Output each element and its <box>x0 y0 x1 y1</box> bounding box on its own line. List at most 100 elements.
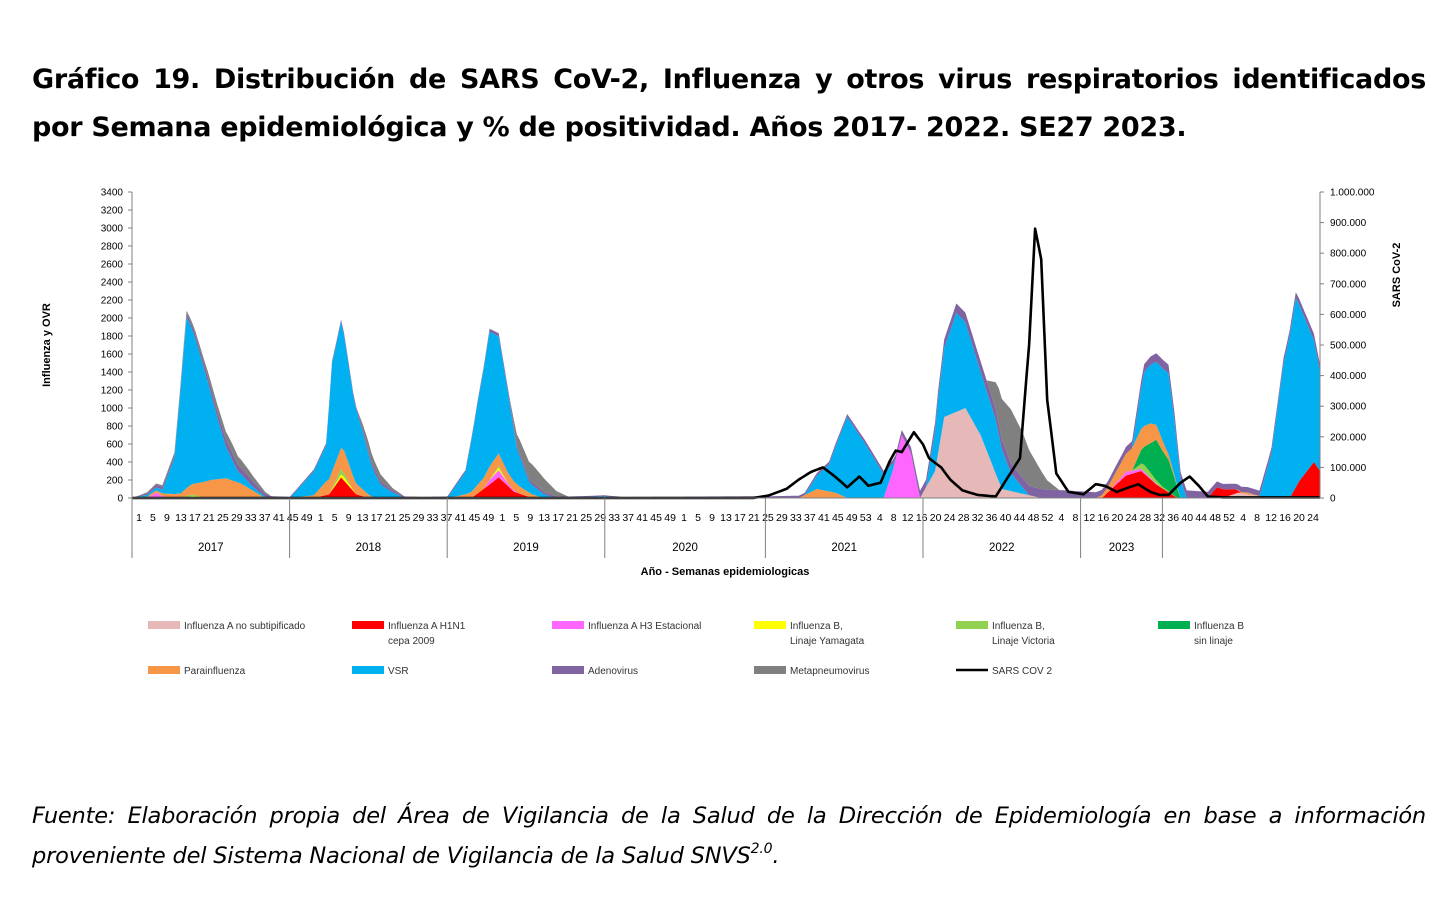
y-tick-label-right: 400.000 <box>1330 371 1367 382</box>
legend-swatch <box>552 666 584 674</box>
y-tick-label-left: 1800 <box>101 332 124 343</box>
x-week-label: 29 <box>594 512 606 524</box>
y-tick-label-left: 800 <box>106 422 123 433</box>
y-tick-label-left: 1600 <box>101 350 124 361</box>
legend-label: Linaje Victoria <box>992 636 1055 647</box>
y-tick-label-left: 3400 <box>101 188 124 199</box>
x-week-label: 1 <box>136 512 142 524</box>
x-week-label: 37 <box>259 512 271 524</box>
y-tick-label-left: 2200 <box>101 296 124 307</box>
chart-title: Gráfico 19. Distribución de SARS CoV-2, … <box>32 64 1426 143</box>
x-week-label: 16 <box>916 512 928 524</box>
legend-swatch <box>352 666 384 674</box>
x-week-label: 53 <box>860 512 872 524</box>
legend-label: Parainfluenza <box>184 666 246 677</box>
x-week-label: 17 <box>734 512 746 524</box>
y-tick-label-right: 300.000 <box>1330 402 1367 413</box>
x-week-label: 49 <box>664 512 676 524</box>
legend-swatch <box>1158 621 1190 629</box>
x-week-label: 48 <box>1209 512 1221 524</box>
y-tick-label-right: 1.000.000 <box>1330 188 1375 199</box>
stacked-areas <box>132 292 1320 498</box>
area-metapneumovirus <box>132 292 1320 498</box>
x-week-label: 20 <box>1111 512 1123 524</box>
x-year-label: 2023 <box>1109 542 1135 554</box>
x-week-label: 45 <box>287 512 299 524</box>
source-note: Fuente: Elaboración propia del Área de V… <box>32 796 1426 876</box>
y-tick-label-left: 1000 <box>101 404 124 415</box>
x-week-label: 12 <box>902 512 914 524</box>
legend-label: SARS COV 2 <box>992 666 1052 677</box>
legend-swatch <box>754 666 786 674</box>
x-axis-label: Año - Semanas epidemiologicas <box>641 566 810 578</box>
y-tick-label-right: 800.000 <box>1330 249 1367 260</box>
x-week-label: 36 <box>1167 512 1179 524</box>
x-week-label: 37 <box>622 512 634 524</box>
x-week-label: 21 <box>748 512 760 524</box>
x-year-label: 2017 <box>198 542 224 554</box>
x-week-label: 28 <box>1139 512 1151 524</box>
x-week-label: 20 <box>1293 512 1305 524</box>
y-tick-label-right: 0 <box>1330 494 1336 505</box>
legend-swatch <box>754 621 786 629</box>
x-week-label: 21 <box>385 512 397 524</box>
x-week-label: 9 <box>527 512 533 524</box>
x-week-label: 49 <box>846 512 858 524</box>
x-week-label: 13 <box>538 512 550 524</box>
x-week-label: 41 <box>818 512 830 524</box>
x-week-label: 5 <box>150 512 156 524</box>
x-week-label: 33 <box>245 512 257 524</box>
y-tick-label-right: 200.000 <box>1330 432 1367 443</box>
x-week-label: 24 <box>944 512 956 524</box>
x-week-label: 40 <box>1000 512 1012 524</box>
y-tick-label-left: 1200 <box>101 386 124 397</box>
x-year-label: 2019 <box>513 542 539 554</box>
legend-label: Influenza B, <box>992 621 1045 632</box>
x-week-label: 52 <box>1042 512 1054 524</box>
x-week-label: 33 <box>427 512 439 524</box>
x-week-label: 25 <box>399 512 411 524</box>
x-week-label: 37 <box>441 512 453 524</box>
legend-swatch <box>148 621 180 629</box>
x-week-label: 37 <box>804 512 816 524</box>
chart-area: 0 200 400 600 800 1000 1200 1400 1600 1800 2000 220… <box>0 170 1446 700</box>
legend-label: Influenza B <box>1194 621 1244 632</box>
x-week-label: 32 <box>1153 512 1165 524</box>
legend-label: Metapneumovirus <box>790 666 869 677</box>
legend-label: Adenovirus <box>588 666 638 677</box>
x-week-label: 9 <box>346 512 352 524</box>
legend-label: Linaje Yamagata <box>790 636 865 647</box>
x-week-label: 13 <box>357 512 369 524</box>
y-tick-label-left: 2800 <box>101 242 124 253</box>
y-tick-label-right: 700.000 <box>1330 279 1367 290</box>
x-week-label: 1 <box>499 512 505 524</box>
y-tick-label-left: 3000 <box>101 224 124 235</box>
x-week-label: 12 <box>1265 512 1277 524</box>
chart-svg: 0200400600800100012001400160018002000220… <box>41 188 1403 678</box>
x-year-label: 2020 <box>672 542 698 554</box>
source-end: . <box>772 843 780 869</box>
x-week-label: 1 <box>681 512 687 524</box>
x-year-label: 2022 <box>989 542 1015 554</box>
x-week-label: 13 <box>720 512 732 524</box>
x-week-label: 29 <box>413 512 425 524</box>
x-week-label: 52 <box>1223 512 1235 524</box>
x-week-label: 9 <box>709 512 715 524</box>
y-tick-label-left: 400 <box>106 458 123 469</box>
x-week-label: 4 <box>1059 512 1065 524</box>
x-week-label: 17 <box>371 512 383 524</box>
legend-label: Influenza A H3 Estacional <box>588 621 701 632</box>
x-week-label: 24 <box>1307 512 1319 524</box>
x-week-label: 17 <box>189 512 201 524</box>
x-week-label: 21 <box>566 512 578 524</box>
y-tick-label-right: 900.000 <box>1330 218 1367 229</box>
x-week-label: 5 <box>332 512 338 524</box>
y-tick-label-left: 2000 <box>101 314 124 325</box>
x-week-label: 48 <box>1028 512 1040 524</box>
x-week-label: 44 <box>1014 512 1026 524</box>
y-tick-label-right: 100.000 <box>1330 463 1367 474</box>
x-week-label: 33 <box>790 512 802 524</box>
x-week-label: 25 <box>762 512 774 524</box>
legend-label: Influenza A no subtipificado <box>184 621 306 632</box>
x-week-label: 49 <box>483 512 495 524</box>
